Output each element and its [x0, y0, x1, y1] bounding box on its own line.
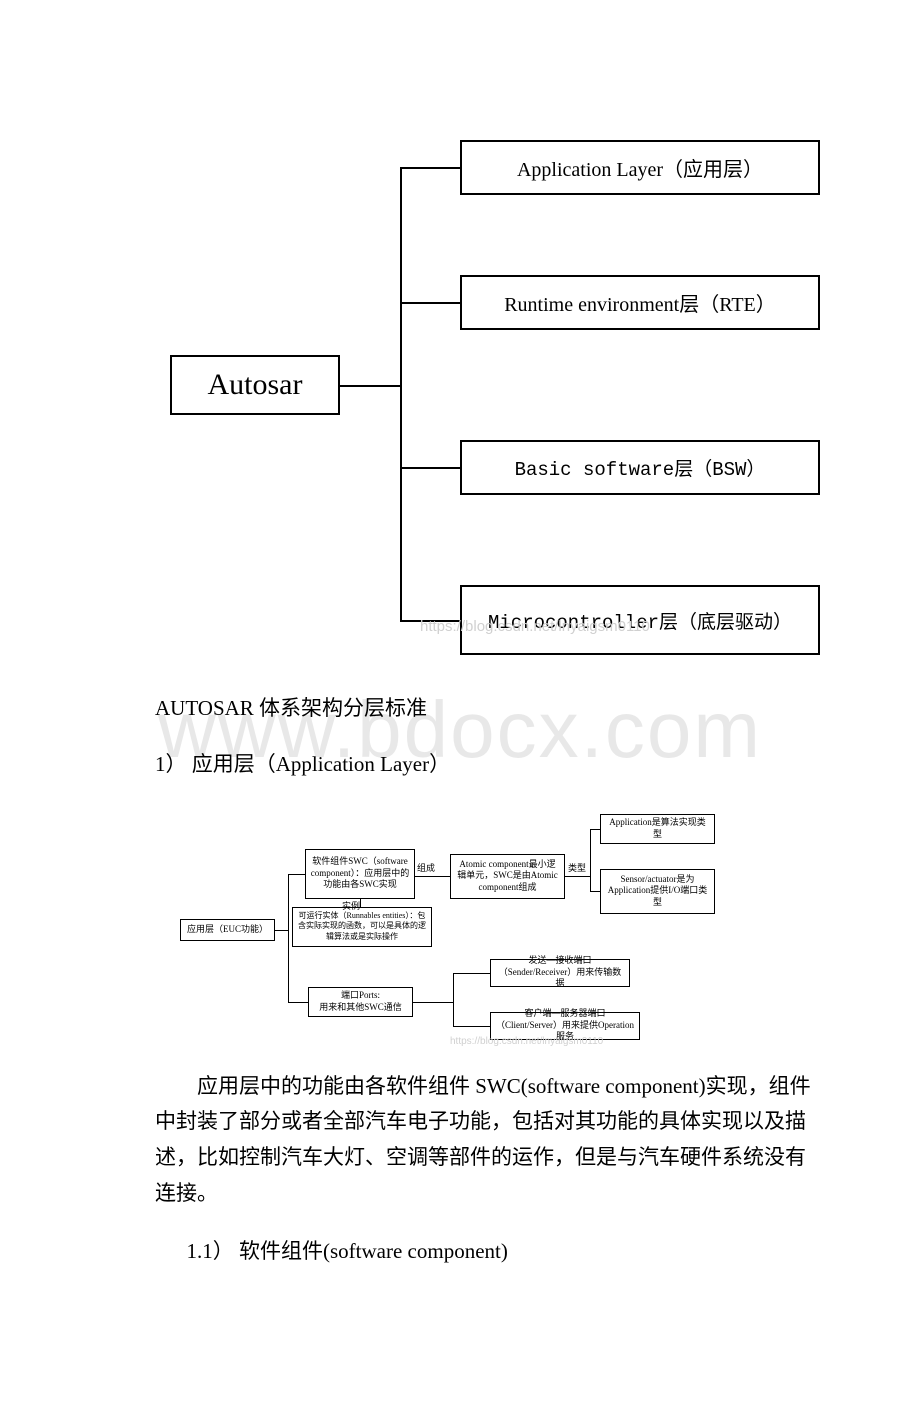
autosar-tree-diagram: Autosar Application Layer（应用层） Runtime e…: [130, 110, 850, 670]
node-client: 客户端—服务器端口（Client/Server）用来提供Operation服务: [490, 1012, 640, 1040]
page-content: Autosar Application Layer（应用层） Runtime e…: [0, 110, 920, 1271]
node-app-layer: 应用层（EUC功能）: [180, 919, 275, 941]
paragraph-1: 应用层中的功能由各软件组件 SWC(software component)实现，…: [155, 1074, 811, 1205]
node-sensor: Sensor/actuator是为Application提供I/O端口类型: [600, 869, 715, 914]
layer-node-bsw: Basic software层（BSW）: [460, 440, 820, 495]
layer-node-rte: Runtime environment层（RTE）: [460, 275, 820, 330]
layer-node-microcontroller: Microcontroller层（底层驱动）: [460, 585, 820, 655]
node-app-type: Application是算法实现类型: [600, 814, 715, 844]
node-atomic: Atomic component最小逻辑单元，SWC是由Atomic compo…: [450, 854, 565, 899]
node-label: Microcontroller层（底层驱动）: [488, 607, 792, 634]
node-label: Application Layer（应用层）: [517, 153, 763, 182]
heading-1: 1） 应用层（Application Layer）: [155, 746, 820, 784]
node-sender: 发送—接收端口（Sender/Receiver）用来传输数据: [490, 959, 630, 987]
node-runnable: 可运行实体（Runnables entities）：包含实际实现的函数，可以是具…: [292, 907, 432, 947]
node-ports: 端口Ports: 用来和其他SWC通信: [308, 987, 413, 1017]
application-layer-diagram: 应用层（EUC功能） 软件组件SWC（software component）：应…: [180, 799, 740, 1049]
edge-label-shili: 实例: [342, 899, 360, 912]
layer-node-application: Application Layer（应用层）: [460, 140, 820, 195]
root-node: Autosar: [170, 355, 340, 415]
heading-2: 1.1） 软件组件(software component): [187, 1239, 508, 1263]
node-label: Runtime environment层（RTE）: [504, 288, 776, 317]
node-swc: 软件组件SWC（software component）：应用层中的功能由各SWC…: [305, 849, 415, 899]
node-label: Basic software层（BSW）: [515, 454, 766, 481]
edge-label-zucheng: 组成: [417, 861, 435, 874]
edge-label-leixing: 类型: [568, 861, 586, 874]
caption-1: AUTOSAR 体系架构分层标准: [155, 690, 820, 728]
root-label: Autosar: [208, 368, 303, 402]
